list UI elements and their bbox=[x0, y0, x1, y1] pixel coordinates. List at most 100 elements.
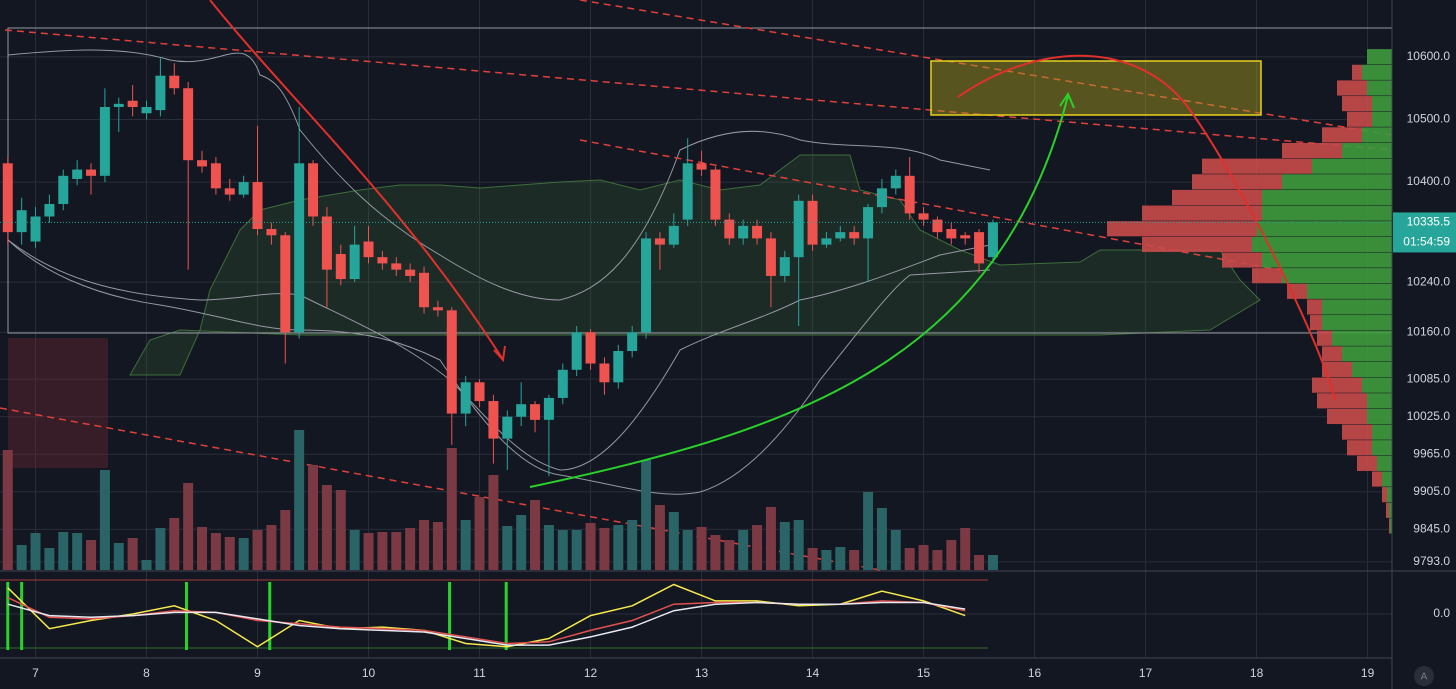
candle-body bbox=[571, 332, 582, 370]
profile-buy bbox=[1262, 189, 1392, 206]
candle-body bbox=[363, 241, 374, 258]
volume-bar bbox=[321, 485, 332, 570]
profile-buy bbox=[1362, 127, 1392, 143]
y-tick-label: 10400.0 bbox=[1407, 174, 1451, 188]
volume-bar bbox=[16, 545, 27, 570]
projection-arc bbox=[957, 54, 1336, 401]
candle-body bbox=[585, 332, 596, 364]
x-tick-label: 12 bbox=[584, 666, 598, 680]
profile-buy bbox=[1372, 111, 1392, 127]
arrow-head bbox=[1059, 91, 1075, 109]
volume-bar bbox=[960, 528, 971, 570]
candle-body bbox=[321, 216, 332, 270]
candle-body bbox=[779, 257, 790, 276]
profile-sell bbox=[1337, 80, 1367, 96]
volume-bar bbox=[696, 527, 707, 570]
oscillator bbox=[0, 579, 1392, 650]
auto-scale-button[interactable] bbox=[1414, 666, 1434, 686]
volume-bar bbox=[502, 526, 513, 570]
profile-sell bbox=[1312, 377, 1362, 393]
countdown-label: 01:54:59 bbox=[1403, 235, 1450, 249]
candle-body bbox=[252, 182, 263, 230]
x-tick-label: 17 bbox=[1139, 666, 1153, 680]
volume-bar bbox=[252, 530, 263, 570]
x-tick-label: 18 bbox=[1250, 666, 1264, 680]
candle-body bbox=[876, 188, 887, 208]
candle-body bbox=[696, 163, 707, 170]
candle-body bbox=[16, 210, 27, 233]
y-tick-label: 10600.0 bbox=[1407, 49, 1451, 63]
grid bbox=[0, 0, 1392, 658]
volume-bar bbox=[58, 532, 69, 570]
volume-bar bbox=[876, 508, 887, 570]
volume-bar bbox=[155, 528, 166, 570]
y-tick-label: 10025.0 bbox=[1407, 409, 1451, 423]
candles bbox=[2, 56, 998, 477]
volume-bar bbox=[779, 522, 790, 570]
volume-bar bbox=[210, 533, 221, 570]
y-tick-label: 9905.0 bbox=[1413, 484, 1450, 498]
candle-body bbox=[141, 106, 152, 114]
profile-sell bbox=[1347, 111, 1372, 127]
profile-sell bbox=[1382, 487, 1387, 503]
volume-bar bbox=[765, 507, 776, 570]
last-price-label: 10335.5 bbox=[1407, 215, 1451, 229]
volume-bar bbox=[266, 525, 277, 570]
candle-body bbox=[266, 229, 277, 236]
candle-body bbox=[2, 163, 13, 233]
y-tick-label: 10160.0 bbox=[1407, 324, 1451, 338]
volume-bar bbox=[516, 515, 527, 570]
profile-buy bbox=[1372, 424, 1392, 440]
y-tick-label: 9793.0 bbox=[1413, 554, 1450, 568]
candle-body bbox=[183, 88, 194, 161]
profile-sell bbox=[1352, 64, 1362, 80]
candle-body bbox=[807, 200, 818, 245]
volume bbox=[2, 430, 998, 570]
profile-buy bbox=[1342, 346, 1392, 362]
profile-buy bbox=[1257, 221, 1392, 237]
profile-buy bbox=[1377, 455, 1392, 471]
profile-buy bbox=[1282, 268, 1392, 284]
candle-body bbox=[918, 213, 929, 220]
profile-buy bbox=[1252, 236, 1392, 252]
volume-bar bbox=[613, 525, 624, 570]
profile-sell bbox=[1322, 127, 1362, 143]
volume-bar bbox=[446, 448, 457, 570]
volume-bar bbox=[682, 530, 693, 570]
profile-buy bbox=[1367, 393, 1392, 409]
candle-body bbox=[58, 175, 69, 204]
profile-sell bbox=[1310, 315, 1322, 331]
profile-buy bbox=[1362, 64, 1392, 80]
volume-bar bbox=[543, 525, 554, 570]
candle-body bbox=[821, 238, 832, 245]
candle-body bbox=[932, 219, 943, 233]
profile-sell bbox=[1252, 268, 1282, 284]
candle-body bbox=[835, 232, 846, 239]
volume-bar bbox=[405, 528, 416, 570]
volume-bar bbox=[821, 550, 832, 570]
volume-bar bbox=[99, 470, 110, 570]
bollinger-lower bbox=[7, 239, 991, 495]
profile-sell bbox=[1107, 221, 1257, 237]
x-tick-label: 7 bbox=[32, 666, 39, 680]
candle-body bbox=[654, 238, 665, 245]
volume-bar bbox=[918, 545, 929, 570]
osc-line bbox=[7, 583, 966, 648]
profile-buy bbox=[1342, 142, 1392, 159]
x-tick-label: 11 bbox=[473, 666, 486, 680]
volume-bar bbox=[530, 500, 541, 570]
x-tick-label: 15 bbox=[917, 666, 931, 680]
osc-line bbox=[7, 601, 966, 646]
volume-bar bbox=[294, 430, 305, 570]
volume-bar bbox=[599, 528, 610, 570]
indicators bbox=[0, 0, 1393, 571]
volume-bar bbox=[224, 537, 235, 570]
candle-body bbox=[710, 169, 721, 220]
auto-scale-icon[interactable]: A bbox=[1421, 672, 1428, 683]
cloud-red bbox=[8, 338, 108, 468]
osc-tick-label: 0.0 bbox=[1433, 606, 1450, 620]
volume-bar bbox=[113, 543, 124, 570]
volume-bar bbox=[391, 532, 402, 570]
x-tick-label: 16 bbox=[1028, 666, 1042, 680]
